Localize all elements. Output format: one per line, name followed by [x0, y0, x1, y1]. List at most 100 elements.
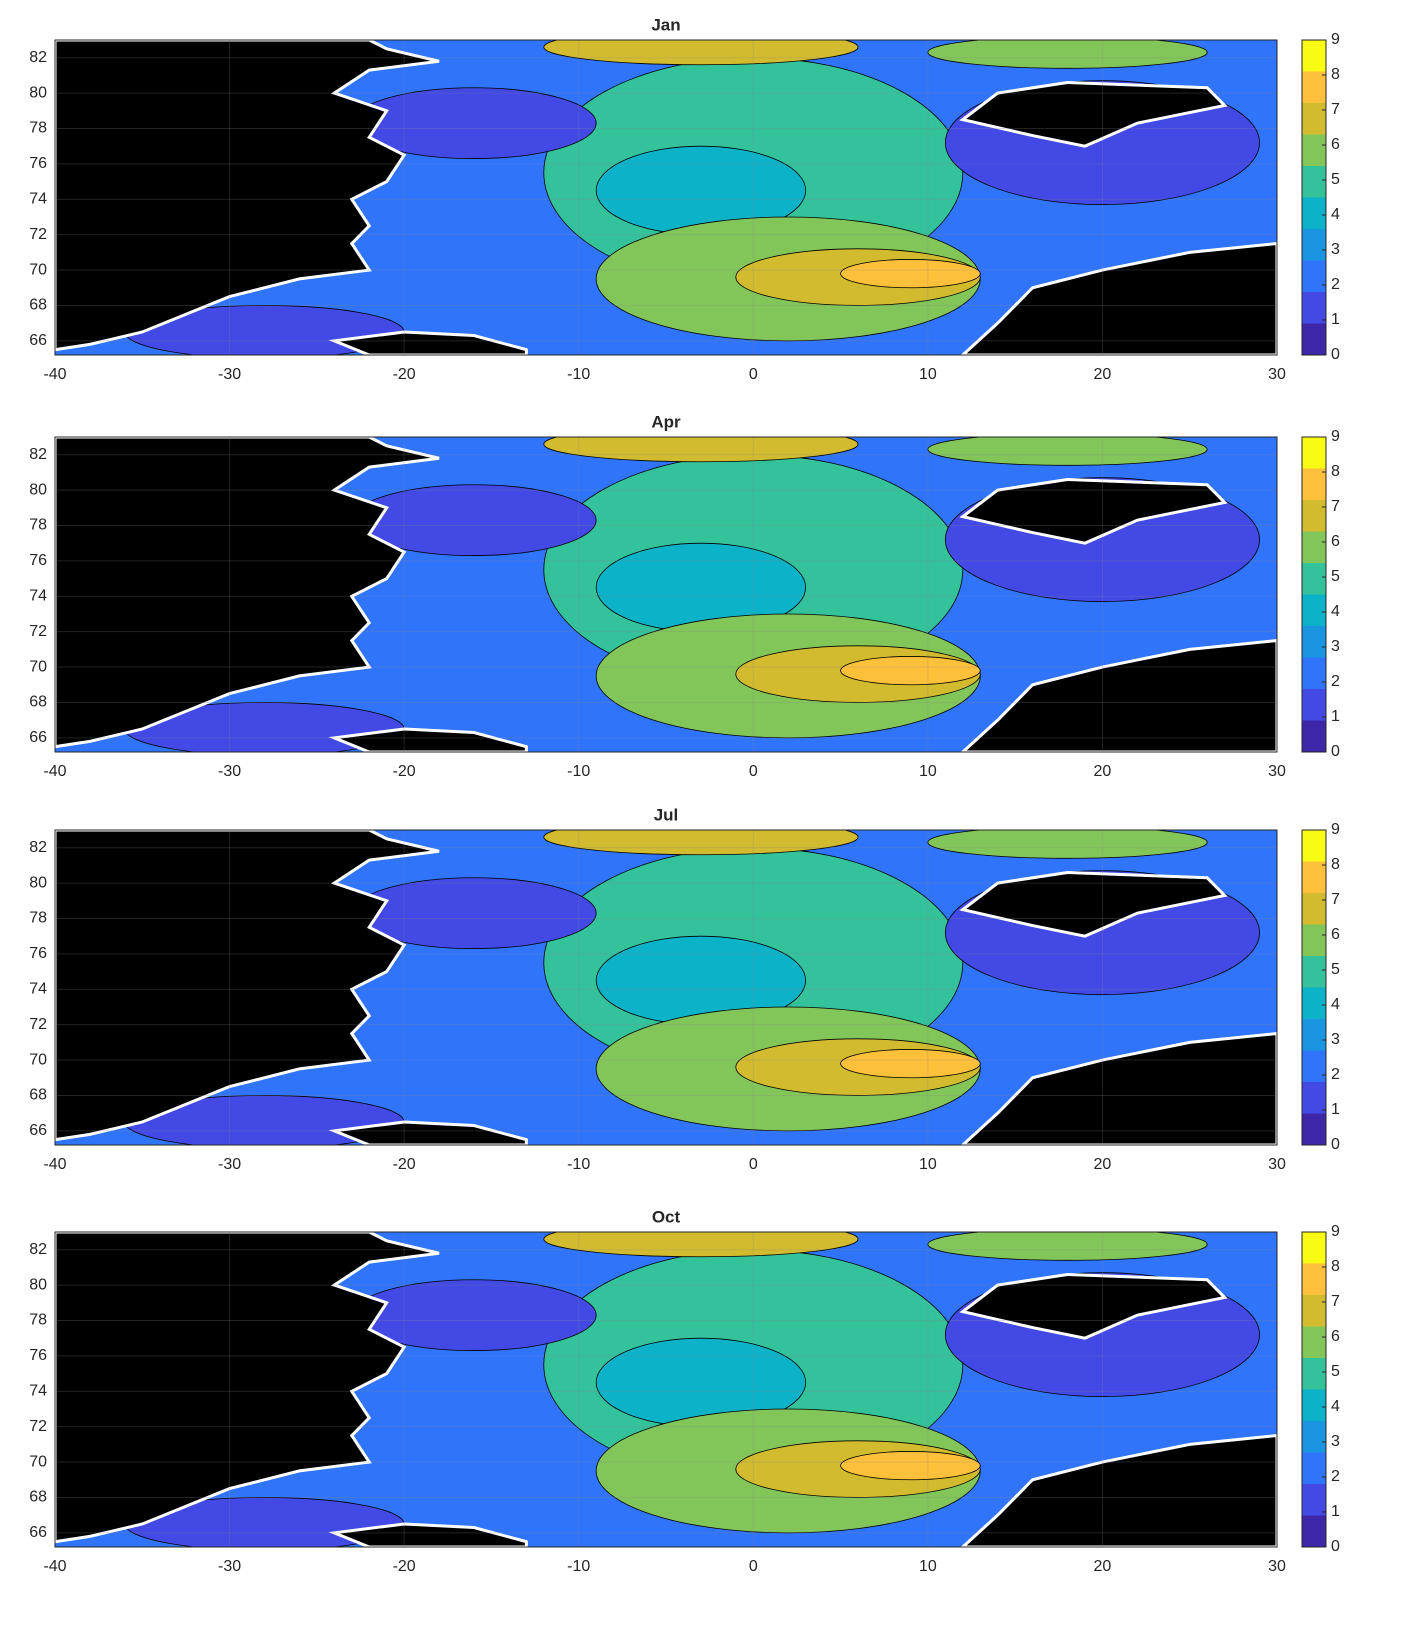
- colorbar-band: [1302, 71, 1326, 103]
- colorbar-tick-label: 4: [1331, 996, 1340, 1013]
- x-tick-label: 10: [919, 763, 937, 780]
- y-tick-label: 72: [29, 226, 47, 243]
- colorbar-tick-label: 1: [1331, 1101, 1340, 1118]
- colorbar-band: [1302, 594, 1326, 626]
- colorbar-band: [1302, 531, 1326, 563]
- x-tick-label: -20: [393, 366, 416, 383]
- colorbar-tick-label: 7: [1331, 101, 1340, 118]
- contour-region: [840, 1451, 981, 1481]
- colorbar-band: [1302, 1389, 1326, 1421]
- colorbar-band: [1302, 468, 1326, 500]
- x-tick-label: -30: [218, 366, 241, 383]
- y-tick-label: 70: [29, 261, 47, 278]
- x-tick-label: -40: [43, 366, 66, 383]
- colorbar-tick-label: 1: [1331, 1503, 1340, 1520]
- colorbar-tick-label: 3: [1331, 1031, 1340, 1048]
- field: [55, 40, 1277, 355]
- colorbar-band: [1302, 689, 1326, 721]
- panel: Jul-40 -30 -20 -10 0 10 20 30666870727476788082…: [29, 805, 1340, 1173]
- y-tick-label: 70: [29, 1051, 47, 1068]
- y-tick-label: 70: [29, 658, 47, 675]
- colorbar-band: [1302, 720, 1326, 752]
- colorbar-band: [1302, 103, 1326, 135]
- y-tick-label: 72: [29, 1418, 47, 1435]
- y-tick-label: 82: [29, 49, 47, 66]
- y-tick-label: 68: [29, 1087, 47, 1104]
- colorbar-band: [1302, 1113, 1326, 1145]
- colorbar-tick-label: 3: [1331, 1433, 1340, 1450]
- colorbar-tick-label: 7: [1331, 498, 1340, 515]
- y-tick-label: 72: [29, 623, 47, 640]
- land: [55, 40, 440, 352]
- colorbar-band: [1302, 1082, 1326, 1114]
- x-tick-label: 10: [919, 1558, 937, 1575]
- colorbar-band: [1302, 861, 1326, 893]
- x-tick-label: -20: [393, 1156, 416, 1173]
- x-tick-label: -40: [43, 1156, 66, 1173]
- field: [55, 830, 1277, 1145]
- x-tick-label: 0: [749, 366, 758, 383]
- colorbar-band: [1302, 1358, 1326, 1390]
- contour-region: [543, 437, 859, 463]
- x-tick-label: 10: [919, 366, 937, 383]
- colorbar-band: [1302, 1326, 1326, 1358]
- land: [959, 870, 1228, 938]
- y-tick-label: 68: [29, 297, 47, 314]
- x-tick-label: -10: [567, 1558, 590, 1575]
- contour-region: [840, 1049, 981, 1079]
- y-tick-label: 76: [29, 155, 47, 172]
- land: [960, 242, 1277, 355]
- colorbar-tick-label: 8: [1331, 463, 1340, 480]
- y-tick-label: 66: [29, 729, 47, 746]
- colorbar-tick-label: 6: [1331, 533, 1340, 550]
- colorbar-band: [1302, 1421, 1326, 1453]
- y-tick-label: 72: [29, 1016, 47, 1033]
- colorbar-tick-label: 5: [1331, 171, 1340, 188]
- colorbar-band: [1302, 924, 1326, 956]
- y-tick-label: 66: [29, 1524, 47, 1541]
- y-tick-label: 74: [29, 1382, 47, 1399]
- colorbar-tick-label: 4: [1331, 206, 1340, 223]
- axes-box: [54, 829, 1278, 1146]
- colorbar-band: [1302, 893, 1326, 925]
- colorbar-tick-label: 7: [1331, 1293, 1340, 1310]
- colorbar-tick-label: 8: [1331, 1258, 1340, 1275]
- land: [960, 1032, 1277, 1145]
- x-tick-label: 20: [1094, 1156, 1112, 1173]
- axes-box: [54, 39, 1278, 356]
- colorbar-band: [1302, 437, 1326, 469]
- panel-title: Jan: [651, 15, 680, 34]
- y-tick-label: 76: [29, 552, 47, 569]
- colorbar-band: [1302, 1295, 1326, 1327]
- colorbar-band: [1302, 657, 1326, 689]
- x-tick-label: -20: [393, 1558, 416, 1575]
- y-tick-label: 74: [29, 587, 47, 604]
- colorbar-tick-label: 1: [1331, 311, 1340, 328]
- contour-region: [927, 40, 1208, 69]
- colorbar-band: [1302, 1515, 1326, 1547]
- colorbar-band: [1302, 166, 1326, 198]
- colorbar-band: [1302, 500, 1326, 532]
- x-tick-label: 30: [1268, 366, 1286, 383]
- colorbar-box: [1301, 436, 1327, 753]
- y-tick-label: 78: [29, 120, 47, 137]
- y-tick-label: 74: [29, 190, 47, 207]
- land: [959, 80, 1228, 148]
- x-tick-label: 0: [749, 1558, 758, 1575]
- colorbar-box: [1301, 829, 1327, 1146]
- y-tick-label: 80: [29, 1276, 47, 1293]
- colorbar-tick-label: 2: [1331, 1066, 1340, 1083]
- colorbar-band: [1302, 229, 1326, 261]
- y-tick-label: 80: [29, 84, 47, 101]
- colorbar-tick-label: 6: [1331, 136, 1340, 153]
- land: [328, 727, 528, 752]
- panel: Oct-40 -30 -20 -10 0 10 20 30666870727476788082…: [29, 1207, 1340, 1575]
- colorbar-tick-label: 8: [1331, 856, 1340, 873]
- colorbar-tick-label: 9: [1331, 821, 1340, 838]
- colorbar-band: [1302, 1452, 1326, 1484]
- panel: Jan-40 -30 -20 -10 0 10 20 30666870727476788082…: [29, 15, 1340, 383]
- land: [328, 1522, 528, 1547]
- land: [55, 830, 440, 1142]
- y-tick-label: 68: [29, 694, 47, 711]
- colorbar-band: [1302, 830, 1326, 862]
